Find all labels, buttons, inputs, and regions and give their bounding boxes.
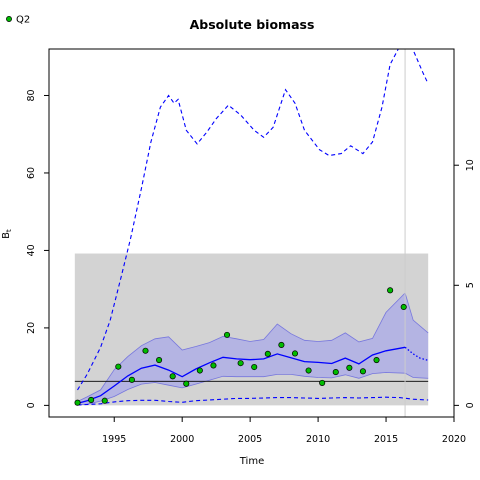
x-tick-label: 2020 — [442, 434, 466, 445]
y2-tick-label: 5 — [465, 282, 476, 288]
legend: Q2 — [6, 15, 30, 26]
upper-dashed-line — [77, 49, 429, 391]
estimate-line — [77, 346, 406, 405]
y2-tick-label: 0 — [465, 402, 476, 408]
data-point — [115, 363, 122, 370]
data-point — [183, 380, 190, 387]
data-point — [74, 399, 81, 406]
data-point — [142, 347, 149, 354]
data-point — [196, 367, 203, 374]
y-axis-title: Bt — [1, 229, 13, 239]
axes: 1995 2000 2005 2010 2015 2020 0 20 40 60 80 0 5 10 — [26, 48, 476, 445]
data-point — [332, 369, 339, 376]
band-lower-edge — [77, 372, 429, 406]
y2-tick-label: 10 — [465, 159, 476, 171]
band-upper-edge — [77, 292, 429, 402]
data-point — [400, 303, 407, 311]
data-point — [319, 379, 326, 386]
y-axis-title-subscript: t — [5, 229, 13, 232]
data-point — [156, 357, 163, 364]
data-point — [264, 350, 271, 357]
confidence-band — [77, 293, 429, 405]
data-point — [223, 331, 231, 338]
data-point — [291, 350, 299, 357]
data-point — [346, 364, 353, 371]
x-axis-title: Time — [239, 456, 264, 467]
estimate-forecast-line — [404, 346, 429, 362]
x-tick-label: 2000 — [170, 434, 194, 445]
y-tick-label: 40 — [26, 244, 37, 256]
plot-area — [74, 49, 429, 417]
data-point — [88, 396, 95, 404]
plot-frame — [48, 48, 455, 418]
y-axis-title-main: B — [1, 232, 12, 239]
data-point — [128, 376, 135, 383]
legend-label-q2: Q2 — [16, 15, 30, 26]
y-tick-label: 20 — [26, 322, 37, 334]
data-point — [359, 368, 366, 375]
data-point — [305, 367, 312, 374]
lower-dashed-line — [77, 396, 429, 406]
data-point — [387, 287, 394, 294]
data-point — [251, 363, 258, 371]
data-point — [278, 341, 285, 348]
x-tick-label: 2010 — [306, 434, 330, 445]
chart-title: Absolute biomass — [190, 17, 315, 32]
data-point — [237, 360, 244, 367]
data-point — [373, 357, 380, 364]
y-tick-label: 0 — [26, 402, 37, 408]
x-tick-label: 2015 — [374, 434, 398, 445]
data-point — [101, 397, 108, 404]
y-tick-label: 80 — [26, 89, 37, 101]
legend-marker-q2 — [6, 16, 12, 22]
data-point — [210, 362, 217, 369]
x-tick-label: 1995 — [102, 434, 126, 445]
y-tick-label: 60 — [26, 167, 37, 179]
x-tick-label: 2005 — [238, 434, 262, 445]
data-point — [169, 373, 176, 380]
